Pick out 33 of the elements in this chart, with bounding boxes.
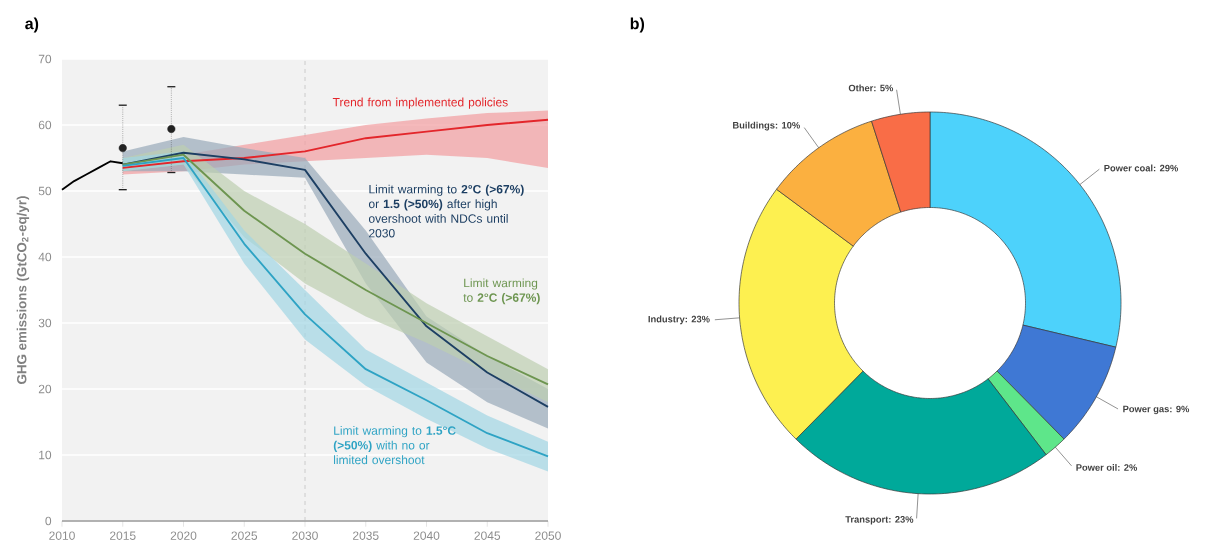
chart-title: a) [25,17,39,33]
slice-label: Buildings: 10% [733,121,800,131]
x-tick-label: 2030 [292,531,318,540]
text: Limit warming to 2°C (>67%) or 1.5 (>50%) after high overshoot with NDCs until 2030 [368,184,524,238]
chart-title: b) [630,17,645,33]
slice-label: Power oil: 2% [1076,463,1138,471]
slice-label: Power gas: 9% [1123,405,1190,415]
x-tick-label: 2040 [413,531,440,540]
y-tick-label: 10 [39,450,52,460]
slice-label: Other: 5% [848,84,894,92]
x-tick-label: 2045 [474,531,501,540]
line-series [61,160,124,191]
y-axis-title: GHG emissions (GtCO$_{2}$-eq/yr) [16,196,30,384]
y-tick-label: 40 [38,252,52,262]
slice-label: Industry: 23% [648,315,710,325]
y-tick-label: 0 [45,516,52,526]
slice-label: Transport: 23% [845,516,914,525]
x-tick-label: 2050 [535,531,561,540]
y-tick-label: 50 [38,186,52,196]
text: Limit warming to 1.5°C (>50%) with no or limited overshoot [333,426,456,465]
y-tick-label: 60 [38,120,52,130]
text: Limit warming to 2°C (>67%) [463,278,540,305]
x-tick-label: 2010 [49,531,75,540]
line-series [121,118,549,169]
y-tick-label: 20 [38,384,52,394]
y-tick-label: 30 [38,318,52,328]
x-tick-label: 2035 [353,531,379,540]
x-tick-label: 2020 [170,531,197,540]
y-tick-label: 70 [38,54,52,64]
x-tick-label: 2015 [110,531,136,540]
series-label: Trend from implemented policies [332,97,508,109]
slice-label: Power coal: 29% [1104,164,1179,172]
x-tick-label: 2025 [231,531,258,540]
